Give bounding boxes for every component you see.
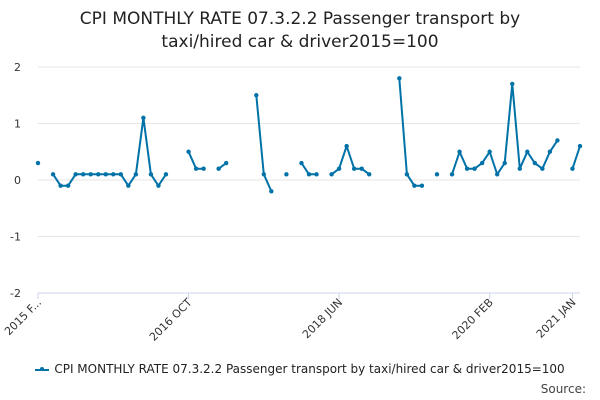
data-point [163, 172, 169, 177]
data-point [111, 172, 116, 177]
data-point [367, 172, 372, 177]
gridlines [38, 66, 580, 294]
data-point [517, 166, 522, 171]
y-tick-label: 2 [14, 61, 21, 74]
data-point [464, 166, 470, 171]
y-tick-label: 1 [14, 118, 21, 131]
x-tick-label: 2020 FEB [450, 296, 496, 342]
data-point [434, 172, 440, 177]
data-point [547, 149, 553, 154]
series-segment [187, 151, 204, 170]
data-point [336, 166, 342, 171]
y-axis-ticks: 2 1 0 -1 -2 [10, 61, 21, 300]
data-point [284, 172, 289, 177]
data-point [419, 183, 425, 188]
data-point [577, 143, 583, 149]
x-axis: 2015 F... 2016 OCT 2018 JUN 2020 FEB 2021 JA… [2, 292, 580, 344]
legend-swatch [35, 366, 50, 371]
x-tick-label: 2016 OCT [147, 296, 195, 344]
data-point [555, 138, 560, 143]
y-tick-label: 0 [14, 174, 21, 187]
data-point [50, 172, 56, 177]
data-point [148, 172, 154, 177]
data-point [525, 149, 530, 154]
series-points [35, 76, 583, 194]
data-point [269, 189, 274, 194]
data-point [133, 172, 139, 177]
data-point [397, 76, 402, 81]
data-point [126, 183, 131, 188]
data-point [457, 149, 462, 154]
data-point [73, 172, 78, 177]
data-point [479, 160, 485, 166]
data-point [186, 149, 191, 154]
x-tick-label: 2015 F... [2, 296, 44, 338]
data-point [570, 166, 575, 171]
data-point [299, 160, 304, 166]
data-point [96, 172, 101, 177]
data-point [65, 183, 71, 188]
chart-title-line-2: taxi/hired car & driver2015=100 [161, 32, 439, 52]
data-point [58, 183, 63, 188]
data-point [344, 143, 349, 149]
data-point [510, 81, 515, 87]
data-point [103, 172, 108, 177]
data-point [540, 166, 545, 171]
data-point [494, 172, 500, 177]
data-point [88, 172, 93, 177]
y-tick-label: -2 [10, 287, 21, 300]
series-segment [451, 82, 559, 176]
data-point [449, 172, 455, 177]
data-point [254, 93, 259, 98]
data-point [532, 160, 538, 166]
series-segment [398, 78, 422, 187]
data-point [118, 172, 124, 177]
data-point [314, 172, 319, 177]
legend[interactable]: CPI MONTHLY RATE 07.3.2.2 Passenger tran… [0, 362, 600, 376]
data-point [201, 166, 206, 171]
series-segment [331, 145, 370, 176]
data-point [329, 172, 334, 177]
data-point [487, 149, 492, 154]
chart-title: CPI MONTHLY RATE 07.3.2.2 Passenger tran… [0, 8, 600, 54]
data-point [156, 183, 161, 188]
data-point [404, 172, 410, 177]
data-point [216, 166, 221, 171]
data-point [351, 166, 357, 171]
data-point [261, 172, 267, 177]
data-point [412, 183, 417, 188]
legend-label: CPI MONTHLY RATE 07.3.2.2 Passenger tran… [54, 362, 565, 376]
x-tick-label: 2018 JUN [300, 296, 345, 341]
source-label: Source: [540, 382, 586, 396]
series-segment [52, 116, 167, 187]
data-point [141, 115, 146, 121]
data-point [223, 160, 229, 166]
data-point [502, 160, 507, 166]
data-point [80, 172, 86, 177]
data-point [35, 160, 41, 166]
data-point [472, 166, 477, 171]
series-segment [255, 95, 273, 192]
data-point [193, 166, 199, 171]
data-point [359, 166, 364, 171]
chart-title-line-1: CPI MONTHLY RATE 07.3.2.2 Passenger tran… [79, 9, 521, 29]
data-point [306, 172, 312, 177]
series-segment [571, 145, 581, 170]
x-tick-label: 2021 JAN [534, 296, 579, 341]
y-tick-label: -1 [10, 231, 21, 244]
